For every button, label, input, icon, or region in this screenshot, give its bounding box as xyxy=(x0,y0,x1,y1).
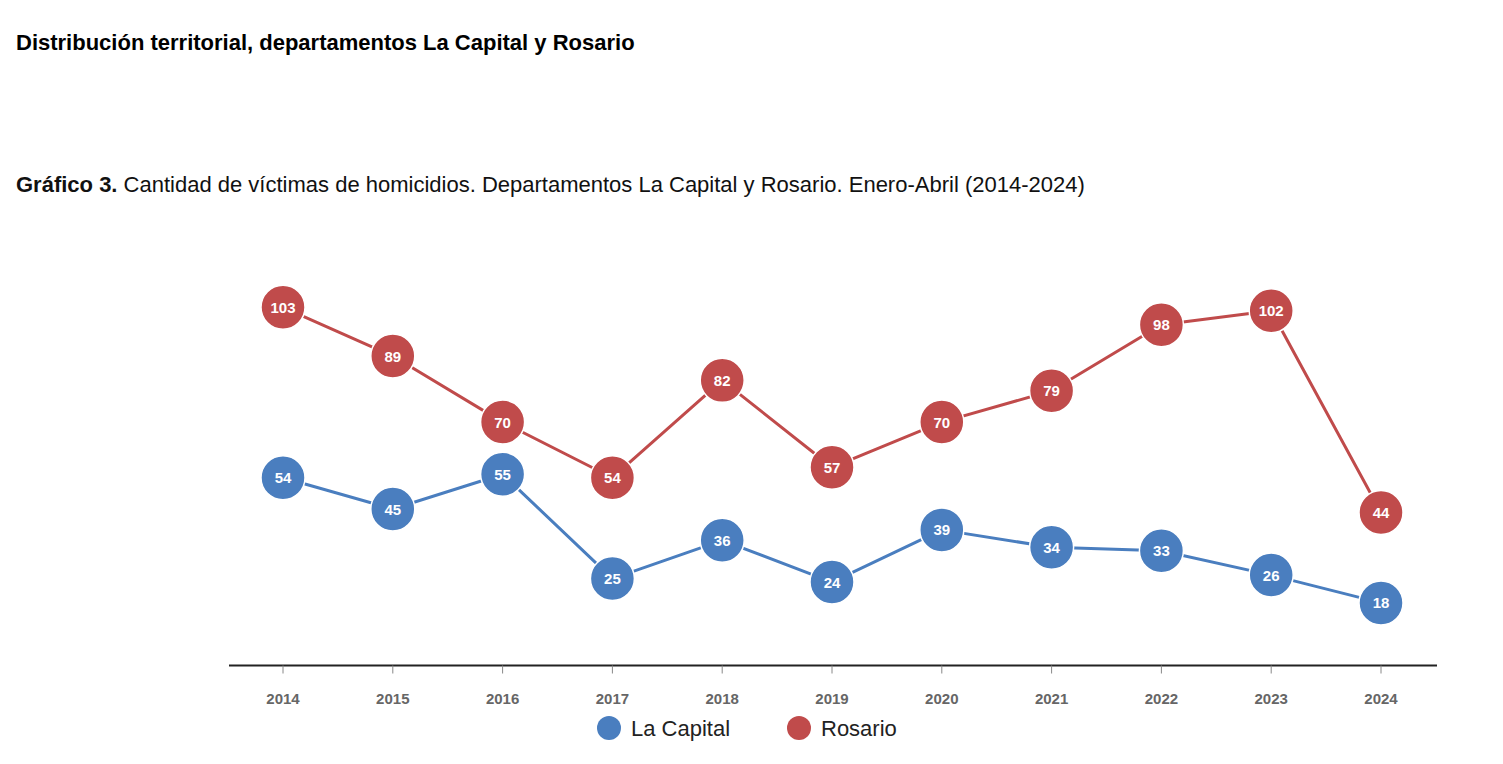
data-label: 70 xyxy=(494,414,511,431)
x-tick xyxy=(1271,666,1272,674)
x-tick-label: 2023 xyxy=(1255,690,1288,707)
x-tick-label: 2016 xyxy=(486,690,519,707)
title: Cantidad de víctimas de homicidios. Depa… xyxy=(117,172,1084,197)
data-point xyxy=(1359,581,1403,625)
data-point xyxy=(1359,491,1403,535)
x-tick-label: 2015 xyxy=(376,690,409,707)
data-label: 102 xyxy=(1259,302,1284,319)
x-tick xyxy=(612,666,613,674)
chart-title: Gráfico 3. Cantidad de víctimas de homic… xyxy=(16,172,1085,197)
x-tick-label: 2022 xyxy=(1145,690,1178,707)
legend-marker xyxy=(597,716,621,740)
data-label: 55 xyxy=(494,466,511,483)
legend-label: La Capital xyxy=(631,716,730,741)
data-point xyxy=(1030,369,1074,413)
series-line xyxy=(283,307,1381,512)
data-label: 24 xyxy=(824,574,841,591)
x-tick xyxy=(1161,666,1162,674)
data-point xyxy=(1139,303,1183,347)
data-point xyxy=(810,560,854,604)
x-tick-label: 2020 xyxy=(925,690,958,707)
data-point xyxy=(261,285,305,329)
data-point xyxy=(481,400,525,444)
x-tick xyxy=(283,666,284,674)
data-point xyxy=(700,518,744,562)
section-title: Distribución territorial, departamentos … xyxy=(16,30,635,55)
data-label: 33 xyxy=(1153,542,1170,559)
data-label: 25 xyxy=(604,570,621,587)
data-point xyxy=(371,334,415,378)
figure-label: Gráfico 3. xyxy=(16,172,117,197)
data-label: 79 xyxy=(1043,382,1060,399)
data-point xyxy=(1249,289,1293,333)
data-label: 57 xyxy=(824,459,841,476)
data-point xyxy=(700,358,744,402)
x-tick-label: 2018 xyxy=(706,690,739,707)
legend: La Capital Rosario xyxy=(597,716,897,741)
data-point xyxy=(590,456,634,500)
data-point xyxy=(1030,525,1074,569)
data-label: 89 xyxy=(384,348,401,365)
data-labels: 54 45 55 25 36 24 39 34 33 26 18 103 89 70 54 82 57 70 79 9… xyxy=(270,299,1390,612)
data-label: 98 xyxy=(1153,316,1170,333)
data-point xyxy=(261,456,305,500)
data-label: 39 xyxy=(933,521,950,538)
data-point xyxy=(1139,529,1183,573)
x-axis xyxy=(229,665,1437,667)
x-tick-label: 2021 xyxy=(1035,690,1068,707)
x-tick-label: 2024 xyxy=(1364,690,1398,707)
data-label: 44 xyxy=(1373,504,1390,521)
data-label: 34 xyxy=(1043,539,1060,556)
chart: Distribución territorial, departamentos … xyxy=(0,0,1503,764)
legend-label: Rosario xyxy=(821,716,897,741)
data-point xyxy=(920,508,964,552)
data-point xyxy=(590,557,634,601)
x-tick-label: 2019 xyxy=(815,690,848,707)
x-tick-label: 2017 xyxy=(596,690,629,707)
x-tick xyxy=(832,666,833,674)
x-tick xyxy=(392,666,393,674)
x-tick xyxy=(502,666,503,674)
x-tick-label: 2014 xyxy=(266,690,300,707)
data-point xyxy=(810,445,854,489)
data-label: 70 xyxy=(933,414,950,431)
data-label: 103 xyxy=(270,299,295,316)
x-tick xyxy=(1381,666,1382,674)
data-label: 45 xyxy=(384,501,401,518)
series-line xyxy=(283,474,1381,603)
legend-marker xyxy=(787,716,811,740)
data-label: 26 xyxy=(1263,567,1280,584)
x-tick xyxy=(941,666,942,674)
data-label: 18 xyxy=(1373,594,1390,611)
data-label: 54 xyxy=(604,469,621,486)
data-point xyxy=(481,452,525,496)
plot-marks xyxy=(261,285,1403,625)
data-label: 54 xyxy=(275,469,292,486)
x-tick xyxy=(722,666,723,674)
data-label: 82 xyxy=(714,372,731,389)
data-point xyxy=(1249,553,1293,597)
data-point xyxy=(920,400,964,444)
data-point xyxy=(371,487,415,531)
x-tick xyxy=(1051,666,1052,674)
data-label: 36 xyxy=(714,532,731,549)
